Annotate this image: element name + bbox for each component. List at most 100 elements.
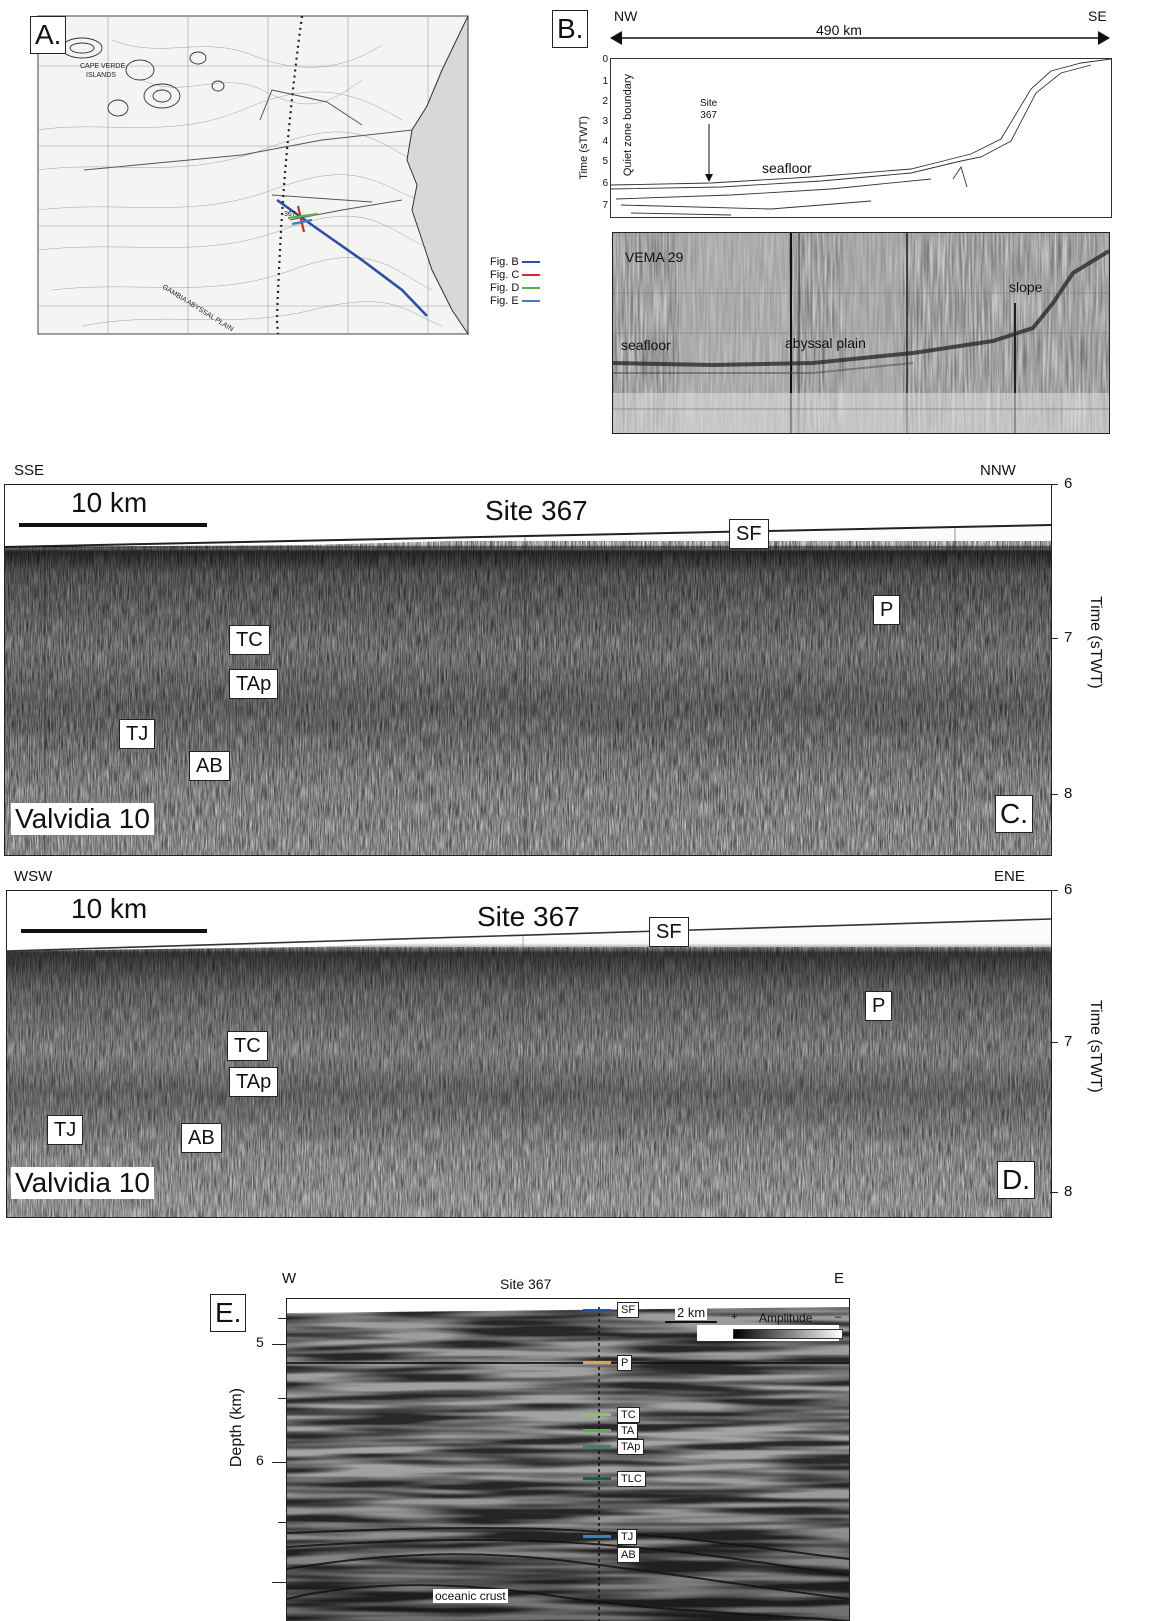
horizon-label-sf: SF (649, 917, 689, 947)
ytick-1: 1 (602, 76, 608, 87)
time-axis-label-d: Time (sTWT) (1087, 1000, 1104, 1093)
ytick-0: 0 (602, 54, 608, 65)
legend-item-fig-e: Fig. E (490, 295, 540, 308)
vema-slope-label: slope (1009, 279, 1043, 295)
horizon-label-p: P (617, 1355, 633, 1371)
vema-seafloor-label: seafloor (621, 337, 671, 353)
horizon-label-ta: TA (617, 1423, 639, 1439)
legend-item-fig-d: Fig. D (490, 282, 541, 295)
seismic-section-d: 10 km Site 367 Valvidia 10 D. SF P TC TA… (6, 890, 1052, 1218)
horizon-label-tj: TJ (119, 719, 156, 749)
map-label-islands: ISLANDS (86, 72, 116, 79)
horizon-label-tj: TJ (47, 1115, 84, 1145)
quiet-zone-label: Quiet zone boundary (622, 74, 634, 177)
profile-yaxis-label: Time (sTWT) (578, 116, 590, 180)
amplitude-label: Amplitude (759, 1311, 813, 1325)
profile-box (610, 58, 1112, 218)
horizon-label-p: P (865, 991, 893, 1021)
depth-tick-5: 5 (256, 1334, 264, 1350)
map-label-cape-verde: CAPE VERDE (80, 63, 125, 70)
amplitude-minus: – (835, 1311, 842, 1323)
horizon-label-tc: TC (227, 1031, 268, 1061)
site-367-label: Site 367 (700, 98, 718, 121)
profile-seafloor-label: seafloor (762, 160, 812, 176)
tick-6-d: 6 (1064, 881, 1073, 898)
panel-a-letter: A. (30, 16, 67, 54)
horizon-marker-p (583, 1361, 611, 1364)
legend-item-fig-c: Fig. C (490, 269, 541, 282)
direction-wsw: WSW (14, 868, 53, 885)
seismic-section-c: 10 km Site 367 Valvidia 10 C. SF P TC TA… (4, 484, 1052, 856)
horizon-marker-ta (583, 1429, 611, 1432)
tick-7-d: 7 (1064, 1033, 1073, 1050)
horizon-marker-tap (583, 1445, 611, 1448)
ytick-4: 4 (602, 136, 608, 147)
horizon-marker-tj (583, 1535, 611, 1538)
seismic-section-e: SF P TC TA TAp TLC TJ AB 2 km + Amplitud… (286, 1298, 850, 1621)
site-arrow (705, 124, 713, 182)
time-axis-c: 6 7 8 (1050, 475, 1110, 854)
horizon-label-tj: TJ (617, 1529, 638, 1545)
horizon-label-ab: AB (189, 751, 230, 781)
horizon-label-p: P (873, 595, 901, 625)
map-legend: Fig. B Fig. C Fig. D Fig. E (490, 256, 541, 308)
horizon-label-tc: TC (617, 1407, 640, 1423)
legend-item-fig-b: Fig. B (490, 256, 540, 269)
horizon-label-sf: SF (729, 519, 769, 549)
panel-b: B. NW SE 490 km 0 1 2 3 4 5 6 7 Time (sT… (552, 6, 1142, 436)
ytick-2: 2 (602, 96, 608, 107)
direction-sse: SSE (14, 462, 45, 479)
ytick-6: 6 (602, 178, 608, 189)
cruise-label-c: Valvidia 10 (11, 803, 154, 835)
scale-bar-label-c: 10 km (71, 487, 148, 518)
tick-7-c: 7 (1064, 629, 1073, 646)
distance-arrow (610, 31, 1110, 45)
site-label-d: Site 367 (477, 901, 580, 932)
panel-a: CAPE VERDE ISLANDS GAMBIA ABYSSAL PLAIN … (22, 10, 541, 360)
direction-se: SE (1088, 8, 1107, 24)
vema-title: VEMA 29 (625, 249, 684, 265)
ytick-7: 7 (602, 200, 608, 211)
map-label-367: 367 (284, 211, 296, 218)
time-axis-label-c: Time (sTWT) (1087, 596, 1104, 689)
oceanic-crust-label: oceanic crust (433, 1589, 508, 1603)
direction-nw: NW (614, 8, 638, 24)
panel-d-letter: D. (997, 1161, 1035, 1199)
horizon-label-tap: TAp (229, 669, 279, 699)
direction-e: E (834, 1270, 845, 1287)
panel-b-letter: B. (552, 10, 589, 48)
horizon-label-tlc: TLC (617, 1471, 646, 1487)
bathymetric-map: CAPE VERDE ISLANDS GAMBIA ABYSSAL PLAIN … (37, 15, 469, 336)
depth-axis (272, 1298, 286, 1618)
horizon-marker-tlc (583, 1477, 611, 1480)
time-axis-d: 6 7 8 (1050, 881, 1110, 1216)
scale-bar-label-e: 2 km (675, 1305, 708, 1320)
horizon-marker-tc (583, 1413, 611, 1416)
panel-c-letter: C. (995, 795, 1033, 833)
ytick-5: 5 (602, 156, 608, 167)
cruise-label-d: Valvidia 10 (11, 1167, 154, 1199)
panel-d: WSW ENE 10 km S (0, 866, 1153, 1256)
depth-axis-label: Depth (km) (228, 1388, 245, 1468)
tick-8-c: 8 (1064, 785, 1073, 802)
panel-e: W E Site 367 E. (210, 1270, 890, 1621)
depth-tick-6: 6 (256, 1452, 264, 1468)
ytick-3: 3 (602, 116, 608, 127)
site-label-e: Site 367 (500, 1276, 552, 1292)
horizon-label-sf: SF (617, 1302, 640, 1318)
amplitude-colorbar (733, 1329, 843, 1339)
horizon-marker-sf (583, 1309, 611, 1312)
distance-label: 490 km (816, 22, 862, 38)
panel-c: SSE NNW (0, 460, 1153, 856)
tick-6-c: 6 (1064, 475, 1073, 492)
scale-bar-label-d: 10 km (71, 893, 148, 924)
direction-w: W (282, 1270, 297, 1287)
horizon-label-tap: TAp (229, 1067, 279, 1097)
tick-8-d: 8 (1064, 1183, 1073, 1200)
site-label-c: Site 367 (485, 495, 588, 526)
horizon-label-ab: AB (181, 1123, 222, 1153)
panel-e-letter: E. (210, 1294, 247, 1332)
horizon-label-tc: TC (229, 625, 270, 655)
profile-yaxis: 0 1 2 3 4 5 6 7 (592, 54, 608, 224)
direction-ene: ENE (994, 868, 1025, 885)
